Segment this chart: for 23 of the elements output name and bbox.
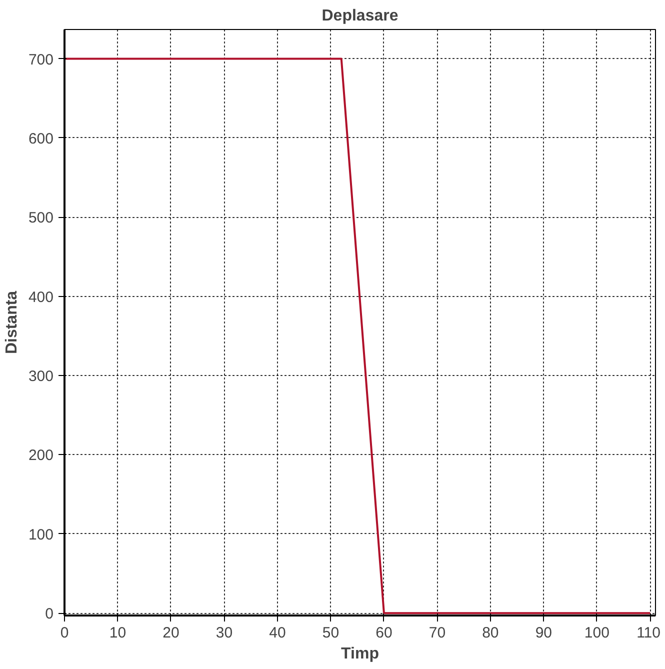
x-tick-label: 70 bbox=[428, 624, 446, 642]
y-tick-label: 200 bbox=[28, 447, 54, 464]
y-tick-label: 300 bbox=[28, 368, 54, 386]
y-tick-label: 0 bbox=[45, 606, 54, 623]
x-tick-label: 100 bbox=[584, 624, 610, 642]
x-tick-label: 20 bbox=[162, 624, 180, 642]
x-axis-title: Timp bbox=[341, 646, 380, 662]
y-tick-label: 700 bbox=[28, 51, 54, 68]
y-axis-title: Distanta bbox=[3, 290, 20, 354]
x-tick-label: 40 bbox=[269, 624, 286, 642]
x-tick-label: 60 bbox=[376, 624, 392, 642]
y-tick-label: 100 bbox=[28, 526, 54, 544]
x-tick-label: 80 bbox=[482, 624, 499, 642]
x-tick-label: 90 bbox=[535, 624, 552, 642]
y-tick-label: 600 bbox=[28, 130, 54, 148]
y-tick-label: 400 bbox=[28, 288, 54, 306]
x-tick-label: 110 bbox=[636, 624, 661, 642]
x-tick-label: 30 bbox=[216, 624, 233, 642]
x-tick-label: 10 bbox=[109, 624, 126, 642]
x-tick-label: 0 bbox=[60, 624, 69, 642]
y-tick-label: 500 bbox=[28, 210, 54, 227]
chart-title: Deplasare bbox=[322, 8, 398, 24]
x-tick-label: 50 bbox=[322, 624, 340, 642]
